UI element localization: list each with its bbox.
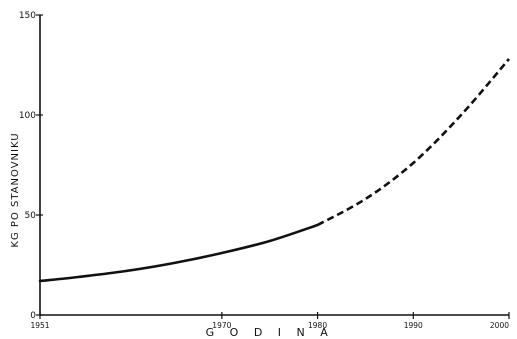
x-tick-label: 1951 bbox=[30, 321, 49, 330]
y-axis-label: KG PO STANOVNIKU bbox=[10, 132, 21, 247]
y-tick-label: 150 bbox=[19, 11, 36, 21]
x-tick-label: 2000 bbox=[490, 321, 509, 330]
y-tick-label: 0 bbox=[30, 311, 36, 321]
x-tick-label: 1990 bbox=[404, 321, 423, 330]
projected-series-line bbox=[316, 58, 510, 227]
x-tick-label: 1970 bbox=[212, 321, 231, 330]
y-axis-ticks: 0 50 100 150 bbox=[19, 11, 43, 321]
historical-series-line bbox=[38, 223, 319, 283]
x-axis-ticks: 1951 1970 1980 1990 2000 bbox=[30, 312, 510, 330]
axes bbox=[39, 15, 509, 316]
y-tick-label: 100 bbox=[19, 111, 36, 121]
x-axis-label: G O D I N A bbox=[206, 326, 334, 339]
plot-area bbox=[38, 58, 510, 283]
x-tick-label: 1980 bbox=[308, 321, 327, 330]
y-tick-label: 50 bbox=[25, 211, 37, 221]
